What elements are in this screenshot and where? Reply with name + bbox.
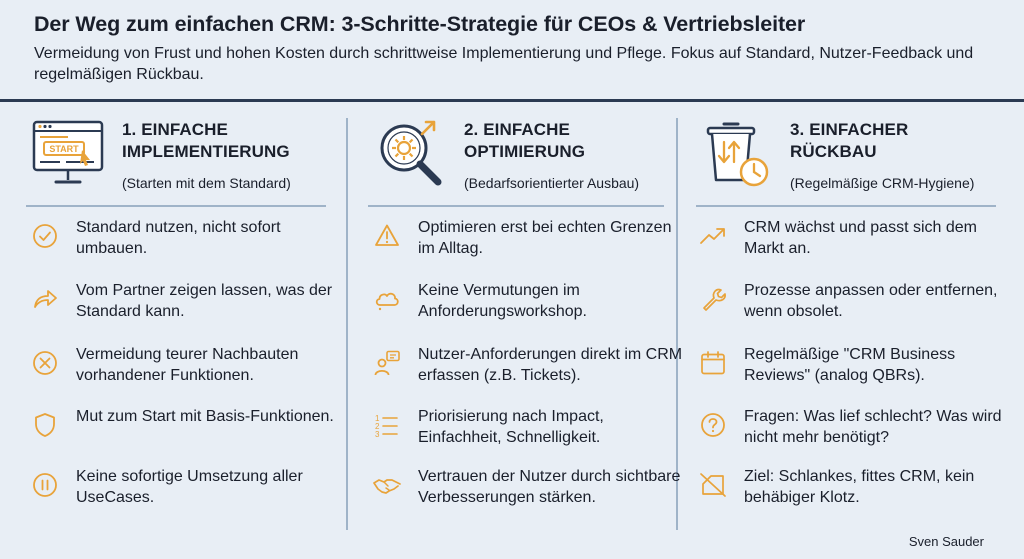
list-item-text: CRM wächst und passt sich dem Markt an. (744, 219, 977, 257)
column-header: 2. EINFACHE OPTIMIERUNG (Bedarfsorientie… (372, 116, 682, 196)
column-rule (696, 205, 996, 207)
column-rule (26, 205, 326, 207)
warning-triangle-icon (372, 221, 402, 251)
list-item-text: Priorisierung nach Impact, Einfachheit, … (418, 408, 604, 446)
column-implementation: START 1. EINFACHE IMPLEMENTIERUNG (Start… (0, 104, 346, 534)
column-title: 2. EINFACHE OPTIMIERUNG (464, 119, 585, 163)
column-divider (676, 118, 678, 530)
list-item-text: Nutzer-Anforderungen direkt im CRM erfas… (418, 346, 683, 384)
slim-tag-icon (698, 470, 728, 500)
column-title-line: 2. EINFACHE (464, 120, 570, 139)
list-item-text: Mut zum Start mit Basis-Funktionen. (76, 408, 334, 425)
monitor-start-icon: START (30, 116, 110, 196)
column-title: 3. EINFACHER RÜCKBAU (790, 119, 908, 163)
page-title: Der Weg zum einfachen CRM: 3-Schritte-St… (34, 12, 806, 36)
list-item-text: Vom Partner zeigen lassen, was der Stand… (76, 282, 333, 320)
share-arrow-icon (30, 284, 60, 314)
handshake-icon (372, 470, 402, 500)
column-rule (368, 205, 664, 207)
page-subtitle: Vermeidung von Frust und hohen Kosten du… (34, 45, 974, 83)
list-item-text: Ziel: Schlankes, fittes CRM, kein behäbi… (744, 468, 975, 506)
start-label: START (49, 144, 79, 154)
author-credit: Sven Sauder (908, 534, 984, 549)
question-circle-icon (698, 410, 728, 440)
svg-text:3: 3 (375, 430, 380, 439)
wrench-icon (698, 284, 728, 314)
calendar-icon (698, 348, 728, 378)
column-subtitle: (Regelmäßige CRM-Hygiene) (790, 175, 975, 191)
pause-circle-icon (30, 470, 60, 500)
column-title-line: 1. EINFACHE (122, 120, 228, 139)
list-item-text: Regelmäßige "CRM Business Reviews" (anal… (744, 346, 956, 384)
trend-up-icon (698, 221, 728, 251)
list-item-text: Keine sofortige Umsetzung aller UseCases… (76, 468, 303, 506)
header: Der Weg zum einfachen CRM: 3-Schritte-St… (0, 0, 1024, 100)
list-item-text: Optimieren erst bei echten Grenzen im Al… (418, 219, 672, 257)
user-feedback-icon (372, 348, 402, 378)
header-divider (0, 99, 1024, 102)
shield-icon (30, 410, 60, 440)
column-header: START 1. EINFACHE IMPLEMENTIERUNG (Start… (30, 116, 340, 196)
column-title-line: OPTIMIERUNG (464, 142, 586, 161)
check-circle-icon (30, 221, 60, 251)
list-item-text: Keine Vermutungen im Anforderungsworksho… (418, 282, 587, 320)
column-rollback: 3. EINFACHER RÜCKBAU (Regelmäßige CRM-Hy… (678, 104, 1024, 534)
svg-text:2: 2 (375, 422, 380, 431)
column-title-line: 3. EINFACHER (790, 120, 909, 139)
list-item-text: Standard nutzen, nicht sofort umbauen. (76, 219, 281, 257)
column-divider (346, 118, 348, 530)
trash-clock-icon (698, 116, 778, 196)
x-circle-icon (30, 348, 60, 378)
list-item-text: Prozesse anpassen oder entfernen, wenn o… (744, 282, 998, 320)
column-header: 3. EINFACHER RÜCKBAU (Regelmäßige CRM-Hy… (698, 116, 1008, 196)
cloud-icon (372, 284, 402, 314)
list-item-text: Vermeidung teurer Nachbauten vorhandener… (76, 346, 299, 384)
column-subtitle: (Bedarfsorientierter Ausbau) (464, 175, 640, 191)
list-item-text: Fragen: Was lief schlecht? Was wird nich… (744, 408, 1002, 446)
column-optimization: 2. EINFACHE OPTIMIERUNG (Bedarfsorientie… (348, 104, 682, 534)
magnifier-gear-icon (372, 116, 452, 196)
column-subtitle: (Starten mit dem Standard) (122, 175, 291, 191)
column-title-line: IMPLEMENTIERUNG (122, 142, 290, 161)
list-item-text: Vertrauen der Nutzer durch sichtbare Ver… (418, 468, 681, 506)
column-title: 1. EINFACHE IMPLEMENTIERUNG (122, 119, 290, 163)
column-title-line: RÜCKBAU (790, 142, 877, 161)
svg-text:1: 1 (375, 414, 380, 423)
